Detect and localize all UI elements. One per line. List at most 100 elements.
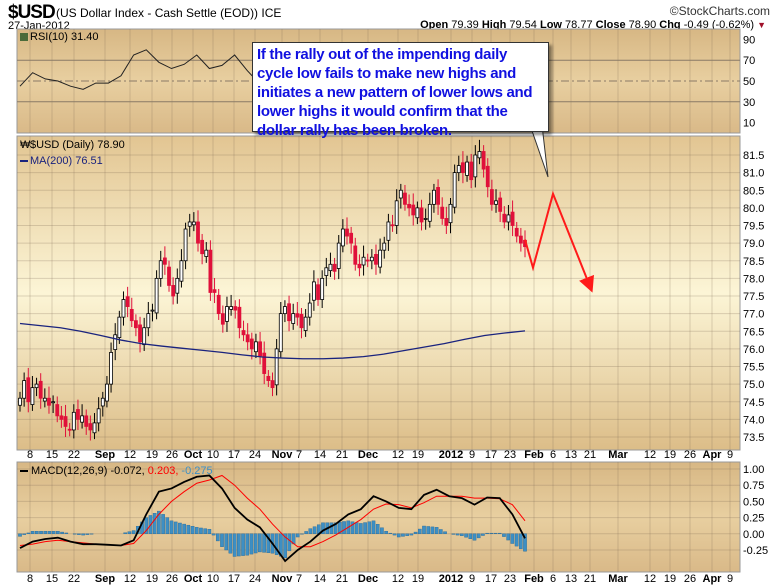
price-tick-label: 80.0: [743, 203, 764, 215]
macd-legend-prefix: MACD(12,26,9): [31, 465, 107, 477]
x-tick-label: 17: [228, 573, 240, 585]
macd-histogram-bar: [476, 533, 481, 539]
macd-histogram-bar: [253, 533, 258, 554]
macd-histogram-bar: [502, 533, 506, 537]
macd-histogram-bar: [43, 531, 48, 535]
candle-body: [100, 397, 105, 407]
candle-body: [518, 235, 523, 244]
macd-tick-label: 0.00: [743, 529, 764, 541]
macd-histogram-bar: [165, 517, 170, 534]
candle-body: [258, 341, 262, 357]
candle-body: [481, 151, 486, 170]
macd-histogram-bar: [228, 533, 233, 554]
candle-body: [349, 232, 354, 244]
macd-histogram-bar: [178, 522, 182, 535]
price-tick-label: 76.0: [743, 344, 764, 356]
x-tick-label: 13: [565, 573, 577, 585]
candle-body: [461, 162, 465, 174]
macd-histogram-bar: [157, 510, 161, 534]
price-tick-label: 74.0: [743, 414, 764, 426]
macd-histogram-bar: [333, 522, 338, 534]
price-tick-label: 79.5: [743, 221, 764, 233]
price-tick-label: 77.0: [743, 309, 764, 321]
macd-histogram-bar: [123, 532, 128, 534]
macd-histogram-bar: [169, 520, 174, 535]
candle-body: [320, 277, 325, 300]
macd-histogram-bar: [359, 523, 363, 535]
chg-label: Chg: [659, 19, 681, 31]
macd-histogram-bar: [220, 533, 224, 547]
macd-histogram-bar: [245, 533, 250, 556]
macd-histogram-bar: [401, 533, 405, 537]
candle-body: [316, 284, 320, 300]
candle-body: [237, 306, 242, 329]
x-tick-label: 24: [249, 573, 261, 585]
x-tick-label: 8: [27, 573, 33, 585]
x-tick-label: 26: [684, 573, 696, 585]
candle-body: [38, 380, 43, 399]
x-tick-label: 12: [392, 573, 404, 585]
macd-histogram-bar: [384, 531, 388, 535]
candle-body: [498, 197, 503, 212]
macd-histogram-bar: [85, 533, 90, 535]
x-tick-label: 19: [664, 449, 676, 461]
macd-tick-label: -0.25: [743, 545, 768, 557]
candle-body: [514, 227, 519, 237]
rsi-tick-label: 30: [743, 97, 755, 109]
candle-body: [67, 428, 72, 431]
x-tick-label: 7: [296, 573, 302, 585]
macd-histogram-bar: [497, 532, 502, 534]
ohlc-readout: Open 79.39 High 79.54 Low 78.77 Close 78…: [420, 19, 766, 31]
candle-body: [332, 263, 337, 272]
macd-histogram-bar: [51, 531, 56, 535]
candle-body: [477, 151, 482, 159]
candle-body: [200, 239, 205, 255]
price-legend: $USD (Daily) 78.90: [30, 139, 125, 151]
macd-panel: [16, 461, 741, 573]
x-tick-label: 9: [469, 573, 475, 585]
candle-body: [117, 316, 122, 338]
candle-body: [394, 200, 399, 226]
candle-body: [113, 334, 118, 350]
candle-body: [502, 213, 507, 223]
symbol-description: (US Dollar Index - Cash Settle (EOD)) IC…: [56, 6, 282, 20]
x-tick-label: 21: [584, 449, 596, 461]
macd-histogram-bar: [173, 521, 178, 534]
macd-histogram-bar: [127, 531, 132, 535]
chg-value: -0.49 (-0.62%): [683, 19, 755, 31]
macd-histogram-bar: [241, 533, 245, 556]
x-tick-label: 15: [46, 449, 58, 461]
x-tick-label: Nov: [272, 449, 294, 461]
macd-histogram-bar: [249, 533, 254, 555]
candle-body: [436, 187, 440, 205]
macd-histogram-bar: [354, 522, 359, 534]
candle-body: [266, 375, 271, 381]
candle-body: [403, 192, 407, 205]
macd-histogram-bar: [468, 533, 473, 539]
candle-body: [51, 401, 56, 404]
macd-histogram-bar: [388, 532, 393, 534]
macd-histogram-bar: [489, 532, 494, 534]
macd-histogram-bar: [329, 522, 334, 534]
macd-histogram-bar: [258, 533, 262, 553]
stockcharts-credit[interactable]: ©StockCharts.com: [669, 4, 770, 18]
macd-histogram-bar: [152, 513, 157, 535]
x-tick-label: Mar: [608, 573, 628, 585]
candle-body: [444, 218, 449, 226]
x-tick-label: 14: [314, 449, 326, 461]
candle-body: [506, 214, 511, 223]
macd-histogram-bar: [392, 533, 397, 536]
macd-histogram-bar: [186, 524, 191, 534]
macd-tick-label: 0.75: [743, 480, 764, 492]
macd-histogram-bar: [523, 533, 527, 552]
x-tick-label: 17: [485, 449, 497, 461]
x-tick-label: 21: [336, 573, 348, 585]
candle-body: [336, 242, 341, 269]
macd-histogram-bar: [77, 533, 81, 535]
candle-body: [34, 383, 39, 389]
x-tick-label: 22: [68, 449, 80, 461]
price-tick-label: 78.0: [743, 273, 764, 285]
macd-histogram-bar: [39, 531, 43, 535]
x-tick-label: 19: [412, 573, 424, 585]
x-tick-label: 9: [727, 573, 733, 585]
